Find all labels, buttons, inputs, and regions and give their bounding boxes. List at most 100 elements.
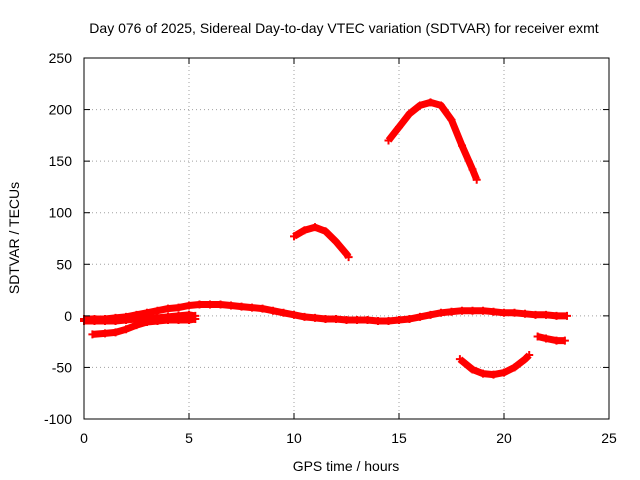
- x-tick-label: 20: [496, 430, 512, 446]
- data-point: [174, 315, 183, 324]
- chart-title: Day 076 of 2025, Sidereal Day-to-day VTE…: [89, 20, 598, 36]
- data-point: [405, 109, 414, 118]
- x-tick-label: 15: [391, 430, 407, 446]
- data-point: [227, 301, 235, 310]
- data-point: [552, 336, 561, 345]
- data-point: [206, 300, 214, 309]
- x-tick-label: 5: [185, 430, 193, 446]
- data-point: [122, 325, 130, 334]
- series-arc-4: [290, 223, 353, 262]
- data-point: [395, 315, 403, 324]
- y-axis-label: SDTVAR / TECUs: [6, 182, 22, 294]
- data-point: [300, 226, 309, 235]
- data-point: [458, 306, 466, 315]
- data-point: [258, 304, 267, 313]
- axis-ticks: 0 5 10 15 20 25 -100 -50 0 50 100 150 200 250: [44, 50, 617, 446]
- data-point: [101, 329, 109, 338]
- data-point: [458, 141, 466, 150]
- data-point: [521, 355, 529, 364]
- data-point: [216, 300, 225, 309]
- data-point: [510, 308, 519, 317]
- data-point: [447, 115, 456, 124]
- data-point: [416, 101, 424, 110]
- data-point: [90, 317, 99, 326]
- data-point: [164, 315, 172, 324]
- data-point: [468, 165, 477, 174]
- data-point: [531, 310, 540, 319]
- data-point: [237, 302, 246, 311]
- data-point: [290, 310, 298, 319]
- data-point: [321, 227, 330, 236]
- x-tick-label: 25: [601, 430, 617, 446]
- data-point: [525, 351, 534, 360]
- data-point: [279, 308, 288, 317]
- data-point: [311, 223, 319, 232]
- data-point: [332, 314, 340, 323]
- data-points: [80, 98, 571, 379]
- data-point: [185, 301, 193, 310]
- data-point: [143, 318, 151, 327]
- data-point: [185, 315, 193, 324]
- data-point: [510, 363, 519, 372]
- data-point: [468, 306, 477, 315]
- data-point: [174, 303, 183, 312]
- data-point: [500, 368, 508, 377]
- data-point: [416, 312, 424, 321]
- data-point: [122, 315, 130, 324]
- data-point: [344, 253, 353, 262]
- data-point: [405, 314, 414, 323]
- plot-frame: [83, 57, 610, 420]
- grid-lines: [84, 58, 609, 419]
- data-point: [191, 314, 200, 323]
- y-tick-label: 250: [49, 50, 73, 66]
- data-point: [353, 315, 361, 324]
- data-point: [447, 307, 456, 316]
- data-point: [290, 232, 298, 241]
- data-point: [479, 369, 487, 378]
- data-point: [374, 317, 382, 326]
- data-point: [153, 306, 162, 315]
- data-point: [384, 317, 393, 326]
- data-point: [479, 306, 487, 315]
- data-point: [426, 310, 435, 319]
- data-point: [363, 315, 372, 324]
- data-point: [468, 365, 477, 374]
- y-tick-label: 100: [49, 205, 73, 221]
- series-arc-7: [533, 332, 569, 345]
- series-arc-5: [384, 98, 481, 184]
- series-trace: [536, 333, 565, 345]
- data-point: [384, 136, 393, 145]
- x-axis-label: GPS time / hours: [293, 458, 400, 474]
- data-point: [153, 317, 162, 326]
- y-tick-label: 50: [56, 256, 72, 272]
- series-arc-3: [88, 314, 200, 339]
- data-point: [300, 312, 309, 321]
- data-point: [321, 314, 330, 323]
- y-tick-label: 150: [49, 153, 73, 169]
- data-point: [455, 355, 464, 364]
- data-point: [426, 98, 435, 107]
- data-point: [542, 310, 550, 319]
- data-point: [437, 101, 445, 110]
- data-point: [521, 309, 529, 318]
- data-point: [560, 336, 569, 345]
- data-point: [269, 306, 277, 315]
- data-point: [472, 175, 481, 184]
- data-point: [332, 237, 340, 246]
- data-point: [552, 311, 561, 320]
- data-point: [437, 308, 445, 317]
- data-point: [164, 304, 172, 313]
- data-point: [533, 332, 542, 341]
- data-point: [111, 328, 120, 337]
- y-tick-label: 200: [49, 102, 73, 118]
- data-point: [489, 307, 498, 316]
- data-point: [111, 317, 120, 326]
- x-tick-label: 10: [286, 430, 302, 446]
- data-point: [311, 313, 319, 322]
- y-tick-label: 0: [64, 308, 72, 324]
- y-tick-label: -100: [44, 411, 72, 427]
- data-point: [489, 370, 498, 379]
- data-point: [395, 123, 403, 132]
